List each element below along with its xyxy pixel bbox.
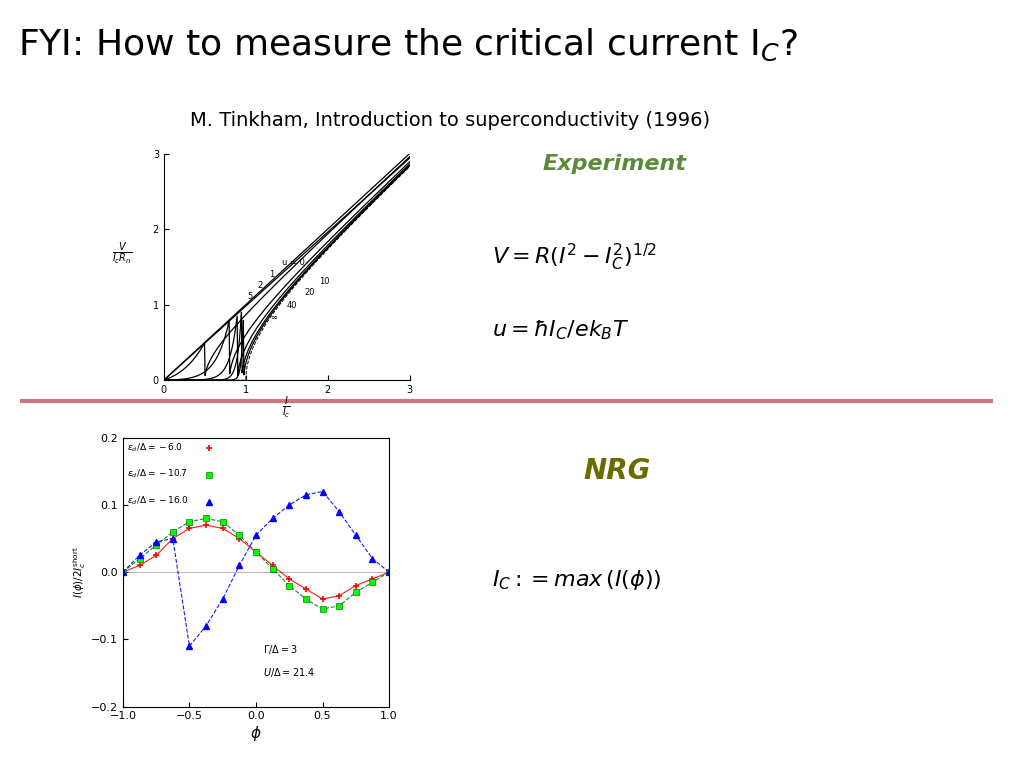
X-axis label: $\frac{I}{I_c}$: $\frac{I}{I_c}$ <box>283 395 291 421</box>
Text: $\varepsilon_d/\Delta = -16.0$: $\varepsilon_d/\Delta = -16.0$ <box>127 495 188 508</box>
Text: 1: 1 <box>269 270 274 279</box>
Text: $I_C := max\,(I(\phi))$: $I_C := max\,(I(\phi))$ <box>492 568 662 592</box>
Text: $\varepsilon_d/\Delta = -10.7$: $\varepsilon_d/\Delta = -10.7$ <box>127 468 187 481</box>
Text: $V = R(I^2 - I_C^2)^{1/2}$: $V = R(I^2 - I_C^2)^{1/2}$ <box>492 242 656 273</box>
Text: 40: 40 <box>287 300 297 310</box>
Text: Experiment: Experiment <box>543 154 687 174</box>
Text: FYI: How to measure the critical current I$_C$?: FYI: How to measure the critical current… <box>18 27 799 63</box>
Text: $U/\Delta = 21.4$: $U/\Delta = 21.4$ <box>262 667 314 680</box>
Text: $u = \hbar I_C/ek_BT$: $u = \hbar I_C/ek_BT$ <box>492 319 629 343</box>
Text: 2: 2 <box>257 281 262 290</box>
Text: u = 0: u = 0 <box>282 257 305 266</box>
Text: $\varepsilon_d/\Delta = -6.0$: $\varepsilon_d/\Delta = -6.0$ <box>127 441 183 454</box>
Y-axis label: $I(\phi)/2I_c^{\rm short}$: $I(\phi)/2I_c^{\rm short}$ <box>72 546 88 598</box>
Text: M. Tinkham, Introduction to superconductivity (1996): M. Tinkham, Introduction to superconduct… <box>190 111 711 131</box>
Text: 5: 5 <box>248 292 253 300</box>
X-axis label: $\phi$: $\phi$ <box>250 724 262 743</box>
Text: NRG: NRG <box>584 457 651 485</box>
Text: $\infty$: $\infty$ <box>269 313 278 322</box>
Text: 20: 20 <box>304 288 314 297</box>
Text: $\Gamma/\Delta = 3$: $\Gamma/\Delta = 3$ <box>262 643 297 656</box>
Text: 10: 10 <box>318 277 329 286</box>
Y-axis label: $\frac{V}{I_cR_n}$: $\frac{V}{I_cR_n}$ <box>112 241 132 266</box>
